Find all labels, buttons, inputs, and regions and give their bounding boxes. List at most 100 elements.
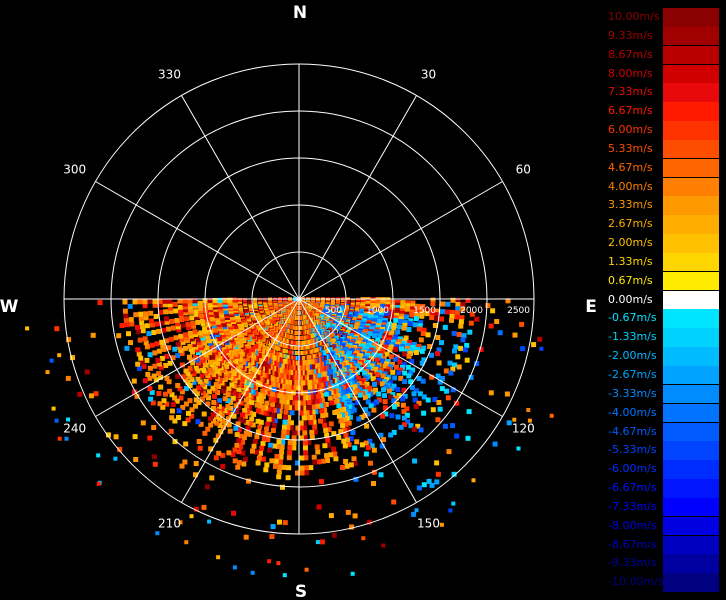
velocity-cell bbox=[352, 445, 358, 451]
azimuth-label: 30 bbox=[421, 68, 436, 82]
velocity-cell bbox=[147, 352, 153, 358]
velocity-cell bbox=[281, 464, 287, 470]
velocity-cell bbox=[160, 404, 166, 410]
velocity-cell bbox=[439, 376, 445, 381]
velocity-cell bbox=[268, 396, 274, 402]
velocity-cell bbox=[308, 394, 314, 400]
velocity-cell bbox=[131, 378, 137, 384]
velocity-cell bbox=[466, 409, 472, 415]
velocity-cell bbox=[154, 341, 160, 347]
velocity-cell bbox=[455, 354, 461, 360]
velocity-cell bbox=[307, 415, 313, 420]
velocity-cell bbox=[435, 351, 441, 357]
velocity-cell bbox=[298, 410, 304, 416]
velocity-cell bbox=[187, 374, 193, 380]
velocity-cell bbox=[206, 389, 212, 395]
velocity-cell bbox=[420, 378, 426, 384]
colorbar-label: -1.33m/s bbox=[608, 330, 657, 344]
velocity-cell bbox=[220, 418, 226, 424]
velocity-cell bbox=[266, 432, 272, 438]
velocity-cell bbox=[175, 341, 181, 347]
velocity-cell bbox=[322, 443, 328, 449]
velocity-cell bbox=[429, 374, 435, 380]
velocity-cell bbox=[122, 308, 128, 314]
velocity-cell bbox=[304, 415, 310, 421]
velocity-cell bbox=[340, 465, 346, 470]
velocity-cell bbox=[341, 438, 347, 444]
velocity-cell bbox=[358, 337, 364, 343]
velocity-cell bbox=[342, 443, 348, 449]
velocity-cell bbox=[280, 439, 286, 445]
velocity-cell bbox=[175, 373, 181, 379]
velocity-cell bbox=[189, 407, 195, 413]
velocity-cell bbox=[382, 399, 388, 405]
velocity-cell bbox=[156, 328, 162, 334]
colorbar-label: 2.00m/s bbox=[608, 236, 653, 250]
velocity-cell bbox=[364, 423, 370, 429]
colorbar-swatch bbox=[663, 8, 719, 27]
velocity-cell bbox=[287, 405, 292, 411]
velocity-cell bbox=[179, 362, 185, 368]
velocity-cell bbox=[314, 398, 320, 404]
velocity-cell bbox=[175, 383, 181, 388]
velocity-cell bbox=[207, 416, 213, 422]
velocity-cell bbox=[454, 310, 460, 316]
velocity-cell bbox=[196, 360, 202, 366]
colorbar-label: 6.00m/s bbox=[608, 123, 653, 136]
velocity-data-layer bbox=[25, 297, 554, 578]
colorbar-entry: 10.00m/s bbox=[604, 8, 724, 27]
velocity-cell bbox=[193, 309, 199, 315]
velocity-cell bbox=[199, 396, 205, 402]
velocity-cell bbox=[192, 303, 198, 309]
velocity-cell bbox=[227, 428, 233, 434]
velocity-cell bbox=[192, 329, 198, 335]
velocity-cell bbox=[409, 309, 415, 315]
velocity-cell bbox=[288, 425, 294, 431]
velocity-cell bbox=[152, 350, 158, 356]
velocity-cell bbox=[315, 540, 320, 545]
velocity-cell bbox=[291, 355, 296, 360]
velocity-cell bbox=[255, 460, 261, 466]
colorbar-swatch bbox=[663, 384, 719, 404]
velocity-cell bbox=[288, 420, 294, 426]
colorbar-swatch bbox=[663, 271, 719, 291]
velocity-cell bbox=[216, 555, 221, 560]
colorbar-entry: 1.33m/s bbox=[604, 252, 724, 272]
velocity-cell bbox=[200, 318, 205, 324]
velocity-cell bbox=[256, 313, 261, 318]
velocity-cell bbox=[166, 379, 172, 385]
velocity-cell bbox=[264, 426, 270, 432]
velocity-cell bbox=[89, 393, 94, 399]
colorbar-swatch bbox=[663, 441, 719, 460]
velocity-cell bbox=[295, 470, 300, 476]
velocity-cell bbox=[391, 430, 397, 435]
velocity-cell bbox=[189, 336, 195, 342]
velocity-cell bbox=[228, 412, 234, 417]
velocity-cell bbox=[196, 400, 202, 406]
velocity-cell bbox=[161, 398, 167, 404]
velocity-cell bbox=[206, 395, 211, 401]
velocity-cell bbox=[287, 395, 293, 401]
velocity-cell bbox=[177, 304, 183, 310]
velocity-cell bbox=[274, 361, 280, 367]
velocity-cell bbox=[216, 404, 222, 410]
velocity-cell bbox=[345, 410, 351, 416]
velocity-cell bbox=[284, 435, 290, 440]
azimuth-spoke bbox=[298, 181, 503, 300]
velocity-cell bbox=[181, 374, 187, 380]
velocity-cell bbox=[300, 395, 306, 401]
velocity-cell bbox=[236, 427, 242, 433]
velocity-cell bbox=[359, 414, 365, 420]
velocity-cell bbox=[96, 481, 101, 486]
velocity-cell bbox=[396, 393, 402, 399]
velocity-cell bbox=[263, 297, 267, 302]
velocity-cell bbox=[393, 356, 399, 362]
velocity-cell bbox=[425, 397, 431, 403]
velocity-cell bbox=[432, 323, 438, 328]
velocity-cell bbox=[211, 399, 217, 405]
velocity-cell bbox=[415, 306, 420, 312]
velocity-cell bbox=[188, 309, 194, 315]
velocity-cell bbox=[151, 330, 157, 335]
range-label: 2000 bbox=[460, 306, 483, 316]
range-label: 2500 bbox=[507, 306, 530, 316]
